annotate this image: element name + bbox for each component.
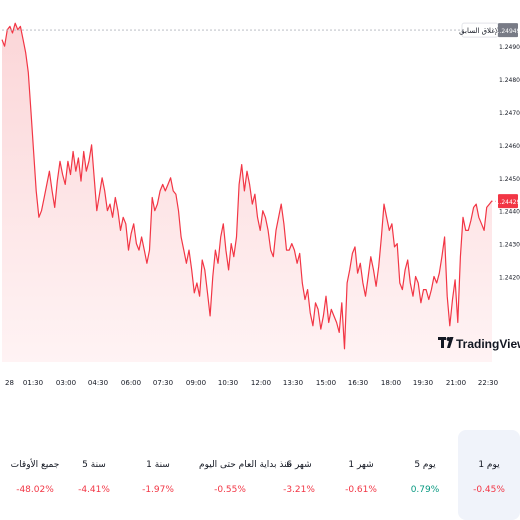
- period-change: -1.97%: [142, 485, 174, 495]
- x-tick-label: 06:00: [121, 379, 141, 387]
- period-ytd[interactable]: منذ بداية العام حتى اليوم -0.55%: [199, 430, 292, 520]
- x-tick-label: 28: [5, 379, 14, 387]
- x-tick-label: 13:30: [283, 379, 303, 387]
- x-tick-label: 04:30: [88, 379, 108, 387]
- period-change: -0.55%: [214, 485, 246, 495]
- current-price-value: 1.24429: [496, 199, 520, 206]
- x-tick-label: 09:00: [186, 379, 206, 387]
- x-tick-label: 16:30: [348, 379, 368, 387]
- period-5-days[interactable]: 5 يوم 0.79%: [394, 430, 456, 520]
- period-label: 5 يوم: [414, 460, 436, 470]
- period-selector: جميع الأوقات -48.02% 5 سنة -4.41% 1 سنة …: [0, 430, 520, 520]
- period-label: 5 سنة: [82, 460, 106, 470]
- y-tick-label: 1.24300: [499, 242, 520, 249]
- period-1-day[interactable]: 1 يوم -0.45%: [458, 430, 520, 520]
- period-1-year[interactable]: 1 سنة -1.97%: [127, 430, 189, 520]
- y-tick-label: 1.24800: [499, 77, 520, 84]
- previous-close-value-badge: [498, 23, 518, 38]
- price-line: [1, 22, 493, 350]
- period-label: 6 شهر: [286, 460, 312, 470]
- tradingview-wordmark: TradingView: [456, 337, 520, 351]
- period-change: -48.02%: [16, 485, 54, 495]
- price-area: [2, 23, 492, 362]
- x-tick-label: 22:30: [478, 379, 498, 387]
- period-6-months[interactable]: 6 شهر -3.21%: [268, 430, 330, 520]
- x-tick-label: 18:00: [381, 379, 401, 387]
- y-tick-label: 1.24400: [499, 209, 520, 216]
- period-change: -4.41%: [78, 485, 110, 495]
- current-price-badge: [498, 194, 518, 209]
- x-tick-label: 21:00: [446, 379, 466, 387]
- previous-close-value: 1.24949: [496, 28, 520, 35]
- x-tick-label: 12:00: [251, 379, 271, 387]
- y-tick-label: 1.24600: [499, 143, 520, 150]
- x-tick-label: 19:30: [413, 379, 433, 387]
- previous-close-label: الإغلاق السابق: [459, 27, 501, 35]
- period-5-years[interactable]: 5 سنة -4.41%: [63, 430, 125, 520]
- period-change: -3.21%: [283, 485, 315, 495]
- period-label: جميع الأوقات: [10, 460, 60, 470]
- period-label: 1 يوم: [478, 460, 500, 470]
- period-label: 1 شهر: [348, 460, 374, 470]
- x-tick-label: 01:30: [23, 379, 43, 387]
- period-change: -0.61%: [345, 485, 377, 495]
- y-tick-label: 1.24500: [499, 176, 520, 183]
- x-tick-label: 03:00: [56, 379, 76, 387]
- x-tick-label: 07:30: [153, 379, 173, 387]
- period-label: منذ بداية العام حتى اليوم: [199, 460, 292, 470]
- period-change: 0.79%: [410, 485, 440, 495]
- period-change: -0.45%: [473, 485, 505, 495]
- x-tick-label: 10:30: [218, 379, 238, 387]
- y-tick-label: 1.24200: [499, 274, 520, 281]
- y-tick-label: 1.24900: [499, 44, 520, 51]
- period-label: 1 سنة: [146, 460, 170, 470]
- period-all-time[interactable]: جميع الأوقات -48.02%: [4, 430, 66, 520]
- x-tick-label: 15:00: [316, 379, 336, 387]
- period-1-month[interactable]: 1 شهر -0.61%: [330, 430, 392, 520]
- tradingview-logo[interactable]: TradingView: [438, 337, 520, 351]
- tradingview-logo-icon: [438, 337, 454, 348]
- y-tick-label: 1.24700: [499, 110, 520, 117]
